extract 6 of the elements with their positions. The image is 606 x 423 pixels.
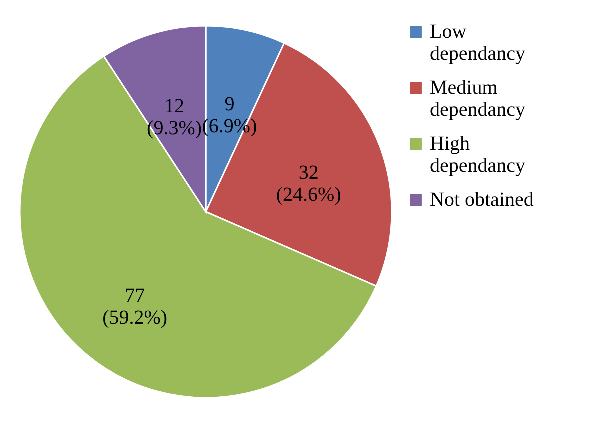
legend-label: Low dependancy bbox=[430, 21, 526, 65]
legend-label: Medium dependancy bbox=[430, 77, 526, 121]
data-label: 32 (24.6%) bbox=[276, 162, 342, 206]
legend-label: High dependancy bbox=[430, 133, 526, 177]
data-label: 77 (59.2%) bbox=[102, 285, 168, 330]
legend-label: Not obtained bbox=[430, 189, 534, 211]
